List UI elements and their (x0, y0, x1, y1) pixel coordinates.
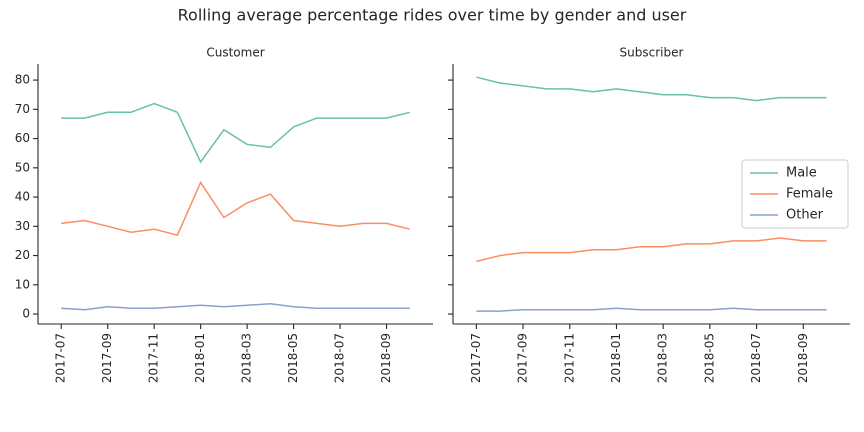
panel-title: Subscriber (620, 46, 684, 60)
x-tick-label: 2017-09 (100, 333, 114, 383)
y-tick-label: 80 (15, 73, 30, 87)
x-tick-label: 2018-05 (286, 333, 300, 383)
x-tick-label: 2018-09 (796, 333, 810, 383)
legend-frame (741, 159, 849, 229)
x-tick-label: 2018-07 (333, 333, 347, 383)
series-line (476, 237, 827, 263)
y-tick-label: 70 (15, 102, 30, 116)
legend: Male Female Other (741, 159, 849, 229)
y-tick-label: 30 (15, 219, 30, 233)
x-tick-label: 2018-07 (749, 333, 763, 383)
x-tick-label: 2017-11 (147, 333, 161, 383)
figure-title: Rolling average percentage rides over ti… (178, 6, 687, 25)
y-tick-label: 50 (15, 160, 30, 174)
x-tick-label: 2018-01 (193, 333, 207, 383)
x-tick-label: 2017-09 (516, 333, 530, 383)
x-tick-label: 2018-05 (702, 333, 716, 383)
x-tick-label: 2017-07 (54, 333, 68, 383)
y-tick-label: 10 (15, 277, 30, 291)
panel-title: Customer (206, 46, 264, 60)
x-tick-label: 2018-03 (656, 333, 670, 383)
legend-label: Male (786, 166, 817, 181)
series-line (61, 180, 410, 236)
series-line (476, 307, 827, 312)
series-line (61, 303, 410, 311)
y-tick-label: 60 (15, 131, 30, 145)
x-tick-label: 2018-03 (240, 333, 254, 383)
y-tick-label: 0 (22, 307, 30, 321)
x-tick-label: 2017-07 (469, 333, 483, 383)
legend-label: Other (786, 208, 824, 223)
series-line (476, 76, 827, 102)
x-tick-label: 2017-11 (562, 333, 576, 383)
x-tick-label: 2018-01 (609, 333, 623, 383)
y-tick-label: 20 (15, 248, 30, 262)
x-tick-label: 2018-09 (379, 333, 393, 383)
series-line (61, 102, 410, 164)
y-tick-label: 40 (15, 190, 30, 204)
legend-label: Female (786, 187, 833, 202)
